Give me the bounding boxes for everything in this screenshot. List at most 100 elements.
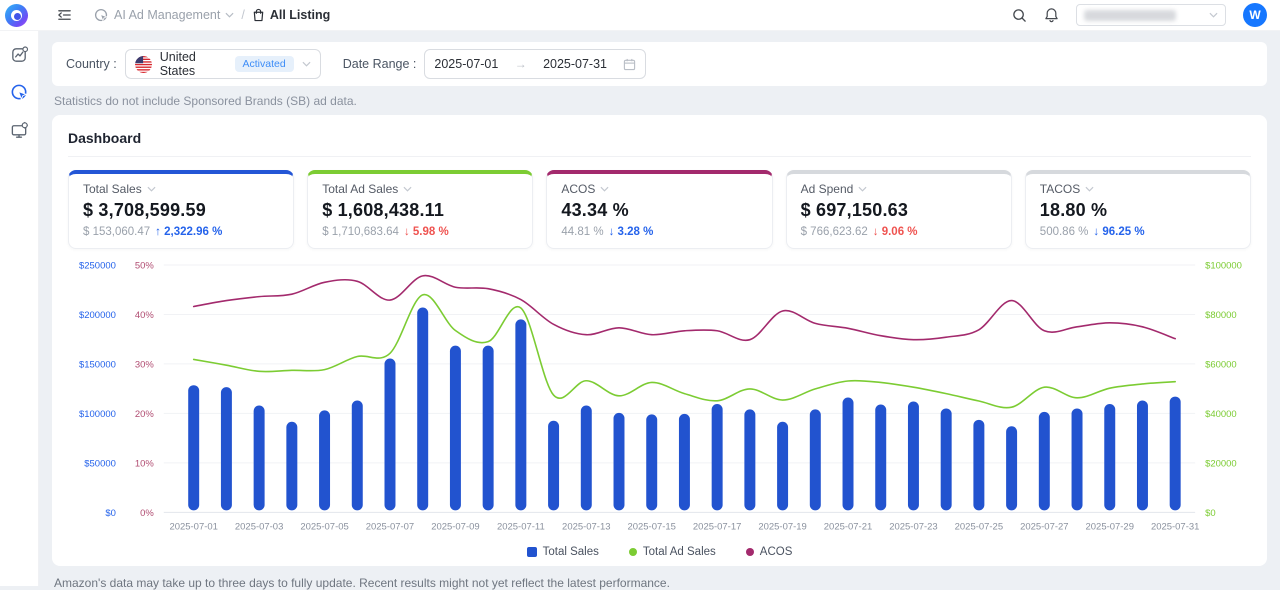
stat-prev-value: $ 1,710,683.64 (322, 226, 399, 238)
svg-text:40%: 40% (135, 310, 155, 321)
svg-text:2025-07-29: 2025-07-29 (1086, 521, 1134, 532)
country-status-badge: Activated (235, 56, 294, 72)
stat-card-tacos: TACOS 18.80 % 500.86 % ↓ 96.25 % (1025, 170, 1251, 249)
stat-prev-value: $ 766,623.62 (801, 226, 868, 238)
svg-text:$60000: $60000 (1205, 359, 1237, 370)
shopping-bag-icon (252, 8, 265, 22)
search-button[interactable] (1012, 8, 1027, 23)
legend-item-total-sales[interactable]: Total Sales (527, 546, 599, 558)
chevron-down-icon (302, 61, 311, 67)
calendar-icon (623, 58, 636, 71)
chevron-down-icon[interactable] (403, 186, 412, 192)
date-start-value[interactable]: 2025-07-01 (434, 57, 498, 71)
chart-legend: Total Sales Total Ad Sales ACOS (68, 546, 1251, 558)
left-sidebar (0, 31, 39, 586)
svg-text:$200000: $200000 (79, 310, 116, 321)
svg-text:2025-07-23: 2025-07-23 (889, 521, 937, 532)
trend-arrow-icon: ↓ (404, 226, 410, 238)
stat-delta: ↑ 2,322.96 % (155, 226, 222, 238)
svg-text:2025-07-15: 2025-07-15 (628, 521, 676, 532)
svg-text:$250000: $250000 (79, 260, 116, 271)
ad-target-icon (94, 8, 109, 23)
svg-text:2025-07-01: 2025-07-01 (169, 521, 217, 532)
performance-chart-svg[interactable]: $00%$0$5000010%$20000$10000020%$40000$15… (68, 253, 1251, 546)
chevron-down-icon[interactable] (600, 186, 609, 192)
breadcrumb-page[interactable]: All Listing (252, 8, 330, 22)
app-logo[interactable] (5, 4, 28, 27)
legend-circle-marker (629, 548, 637, 556)
stat-card-ad-spend: Ad Spend $ 697,150.63 $ 766,623.62 ↓ 9.0… (786, 170, 1012, 249)
svg-text:$100000: $100000 (1205, 260, 1242, 271)
notifications-button[interactable] (1044, 7, 1059, 23)
stat-delta: ↓ 9.06 % (873, 226, 918, 238)
svg-text:50%: 50% (135, 260, 155, 271)
stat-prev-value: 44.81 % (561, 226, 603, 238)
chevron-down-icon[interactable] (858, 186, 867, 192)
breadcrumb-app-label: AI Ad Management (114, 8, 220, 22)
stat-card-acos: ACOS 43.34 % 44.81 % ↓ 3.28 % (546, 170, 772, 249)
account-selector-redacted-value (1084, 10, 1176, 21)
sidebar-item-ad-management[interactable] (8, 81, 30, 103)
stat-value: 43.34 % (561, 200, 757, 221)
svg-text:30%: 30% (135, 359, 155, 370)
date-range-picker[interactable]: 2025-07-01 → 2025-07-31 (424, 49, 646, 79)
stat-label: TACOS (1040, 182, 1080, 196)
user-avatar[interactable]: W (1243, 3, 1267, 27)
bell-icon (1044, 7, 1059, 23)
ad-target-icon (10, 83, 29, 102)
stat-delta: ↓ 96.25 % (1093, 226, 1144, 238)
svg-text:2025-07-19: 2025-07-19 (758, 521, 806, 532)
stat-label: Total Sales (83, 182, 142, 196)
stat-prev-value: 500.86 % (1040, 226, 1089, 238)
legend-item-total-ad-sales[interactable]: Total Ad Sales (629, 546, 716, 558)
sidebar-item-device-settings[interactable] (8, 119, 30, 141)
date-range-arrow: → (515, 57, 527, 71)
stat-card-total-ad-sales: Total Ad Sales $ 1,608,438.11 $ 1,710,68… (307, 170, 533, 249)
svg-text:$40000: $40000 (1205, 409, 1237, 420)
date-range-label: Date Range : (343, 57, 417, 71)
filter-bar: Country : Un (52, 42, 1267, 86)
chevron-down-icon[interactable] (1085, 186, 1094, 192)
trend-arrow-icon: ↓ (1093, 226, 1099, 238)
chart-report-icon (10, 45, 29, 64)
stat-delta: ↓ 3.28 % (609, 226, 654, 238)
svg-text:2025-07-21: 2025-07-21 (824, 521, 872, 532)
svg-text:$100000: $100000 (79, 409, 116, 420)
stat-cards-row: Total Sales $ 3,708,599.59 $ 153,060.47 … (68, 170, 1251, 249)
svg-text:$20000: $20000 (1205, 458, 1237, 469)
data-delay-note: Amazon's data may take up to three days … (54, 576, 1267, 590)
stat-prev-value: $ 153,060.47 (83, 226, 150, 238)
svg-text:$0: $0 (105, 508, 116, 519)
page-title: Dashboard (68, 128, 1251, 157)
breadcrumb-separator: / (241, 8, 244, 22)
svg-text:20%: 20% (135, 409, 155, 420)
breadcrumb-app[interactable]: AI Ad Management (94, 8, 234, 23)
top-navbar: AI Ad Management / All Listing (0, 0, 1280, 31)
legend-square-marker (527, 547, 537, 557)
svg-text:2025-07-07: 2025-07-07 (366, 521, 414, 532)
stat-value: $ 3,708,599.59 (83, 200, 279, 221)
date-end-value[interactable]: 2025-07-31 (543, 57, 607, 71)
search-icon (1012, 8, 1027, 23)
country-select[interactable]: United States Activated (125, 49, 321, 79)
sidebar-collapse-button[interactable] (57, 8, 72, 22)
svg-text:$80000: $80000 (1205, 310, 1237, 321)
breadcrumb: AI Ad Management / All Listing (94, 8, 330, 23)
legend-item-acos[interactable]: ACOS (746, 546, 793, 558)
svg-text:2025-07-31: 2025-07-31 (1151, 521, 1199, 532)
svg-text:2025-07-11: 2025-07-11 (497, 521, 545, 532)
account-selector[interactable] (1076, 4, 1226, 26)
svg-text:2025-07-13: 2025-07-13 (562, 521, 610, 532)
stat-value: 18.80 % (1040, 200, 1236, 221)
stat-delta: ↓ 5.98 % (404, 226, 449, 238)
chevron-down-icon (1209, 12, 1218, 18)
breadcrumb-page-label: All Listing (270, 8, 330, 22)
sidebar-item-analytics[interactable] (8, 43, 30, 65)
performance-chart: $00%$0$5000010%$20000$10000020%$40000$15… (68, 253, 1251, 546)
stat-label: ACOS (561, 182, 595, 196)
main-content: Country : Un (39, 31, 1280, 586)
chevron-down-icon[interactable] (147, 186, 156, 192)
country-label: Country : (66, 57, 117, 71)
svg-text:2025-07-25: 2025-07-25 (955, 521, 1003, 532)
svg-text:2025-07-09: 2025-07-09 (431, 521, 479, 532)
